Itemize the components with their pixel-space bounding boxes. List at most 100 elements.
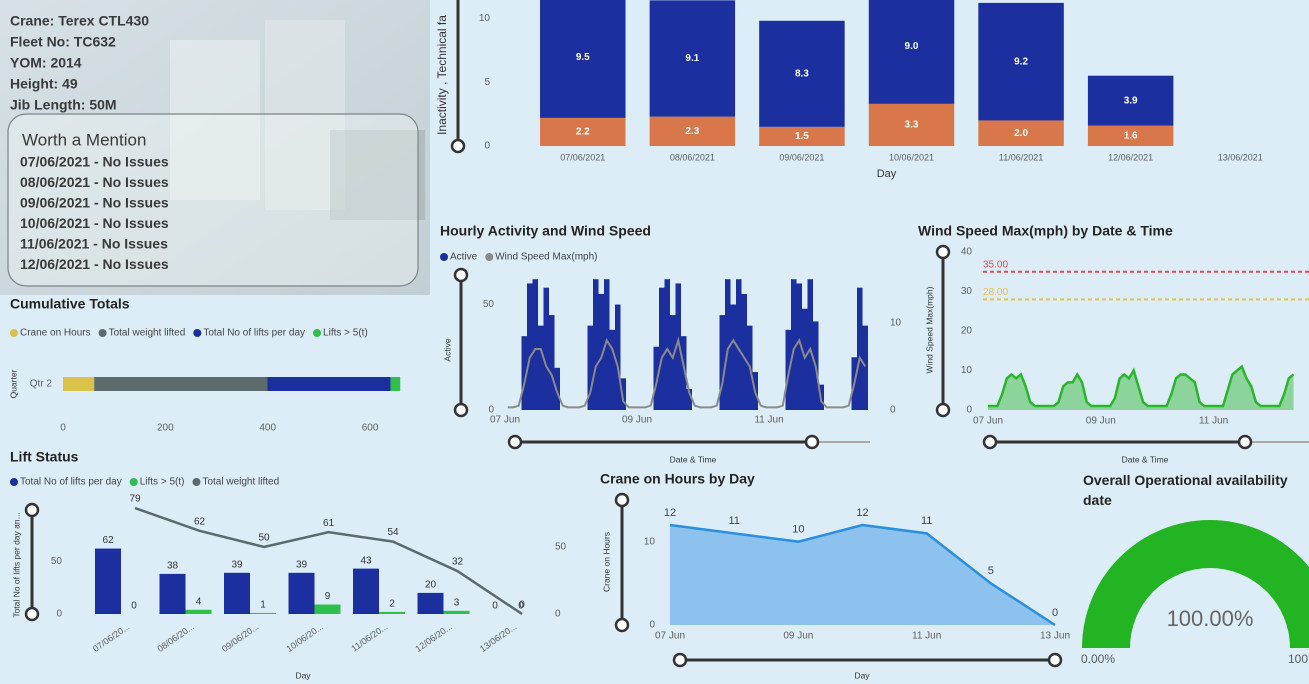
x-axis-label: Date & Time xyxy=(1122,454,1169,464)
legend-marker xyxy=(192,478,201,486)
bar xyxy=(686,388,692,410)
data-label: 2.2 xyxy=(576,127,590,138)
data-label: 3.9 xyxy=(1124,95,1138,106)
bar-segment xyxy=(978,2,1064,121)
data-label: 10 xyxy=(792,524,804,536)
line xyxy=(507,336,867,409)
legend-label: Lifts > 5(t) xyxy=(323,328,368,339)
y-tick-label: 20 xyxy=(961,326,973,337)
data-label: 8.3 xyxy=(795,68,809,79)
line xyxy=(134,506,523,616)
bar xyxy=(791,279,797,410)
bar-segment xyxy=(978,120,1064,146)
bar xyxy=(224,572,250,614)
data-label: 43 xyxy=(360,555,372,566)
gauge-title: Overall Operational availability date xyxy=(1083,472,1288,508)
photo-building xyxy=(330,130,425,220)
x-tick-label: 200 xyxy=(157,423,174,434)
data-label: 61 xyxy=(323,518,335,529)
slider-handle xyxy=(935,402,951,418)
legend-marker xyxy=(485,253,494,261)
y-tick-label: 0 xyxy=(890,405,896,416)
bar xyxy=(532,279,538,410)
x-tick-label: 07 Jun xyxy=(973,416,1003,427)
y-tick-label: 30 xyxy=(961,286,973,297)
slider-handle xyxy=(453,267,469,283)
bar xyxy=(615,304,621,410)
reference-label: 35.00 xyxy=(983,259,1008,270)
legend-label: Wind Speed Max(mph) xyxy=(495,252,597,263)
slider-handle xyxy=(453,402,469,418)
slider-handle xyxy=(507,434,523,450)
data-label: 0 xyxy=(518,601,524,612)
bar xyxy=(604,279,610,410)
x-tick-label: 09 Jun xyxy=(783,631,813,642)
slider-handle xyxy=(935,244,951,260)
slider-handle xyxy=(1047,652,1063,668)
bar xyxy=(670,315,676,410)
bar xyxy=(587,325,593,410)
bar xyxy=(543,287,549,410)
data-label: 2.3 xyxy=(685,126,699,137)
data-label: 9.1 xyxy=(685,53,699,64)
gauge-value-label: 100.00% xyxy=(1167,606,1254,631)
y-tick-label: 10 xyxy=(890,318,902,329)
legend-marker xyxy=(98,329,107,337)
slider-handle xyxy=(614,617,630,633)
x-tick-label: 08/06/20... xyxy=(155,621,196,654)
x-axis-label: Day xyxy=(854,670,870,680)
bar xyxy=(185,609,212,614)
data-label: 0 xyxy=(492,601,498,612)
y-tick-label: 50 xyxy=(51,556,63,567)
gauge-value xyxy=(1082,520,1309,648)
bar xyxy=(730,304,736,410)
data-label: 1.5 xyxy=(795,131,809,142)
gauge-min-label: 0.00% xyxy=(1081,652,1115,666)
data-label: 20 xyxy=(425,580,437,591)
area xyxy=(670,525,1055,625)
y-axis-label: Active xyxy=(442,338,452,361)
bar xyxy=(538,325,544,410)
mention-title: Worth a Mention xyxy=(22,130,146,149)
x-tick-label: 11/06/20... xyxy=(349,621,389,653)
legend-label: Total weight lifted xyxy=(109,328,186,339)
chart-title: Crane on Hours by Day xyxy=(600,471,755,487)
bar-segment xyxy=(868,103,955,146)
y-tick-label: 0 xyxy=(488,405,494,416)
x-tick-label: 12/06/20... xyxy=(413,621,454,654)
y-tick-label: 0 xyxy=(966,405,972,416)
x-tick-label: 0 xyxy=(60,423,66,434)
x-tick-label: 09 Jun xyxy=(1086,416,1116,427)
x-tick-label: 07 Jun xyxy=(490,415,520,426)
bar xyxy=(609,329,615,410)
data-label: 54 xyxy=(387,527,399,538)
x-tick-label: 400 xyxy=(259,423,276,434)
bar xyxy=(521,336,527,410)
x-tick-label: 13 Jun xyxy=(1040,631,1070,642)
gauge-max-label: 100.00% xyxy=(1288,652,1309,666)
bar xyxy=(857,287,863,410)
bar-segment xyxy=(267,377,391,391)
slider-handle xyxy=(804,434,820,450)
data-label: 32 xyxy=(452,557,464,568)
bar xyxy=(549,315,555,410)
data-label: 9.0 xyxy=(905,41,919,52)
data-label: 9.2 xyxy=(1014,56,1028,67)
x-axis-label: Day xyxy=(877,168,897,180)
x-tick-label: 07 Jun xyxy=(655,631,685,642)
bar xyxy=(736,279,742,410)
bar xyxy=(681,336,687,410)
mention-item: 07/06/2021 - No Issues xyxy=(20,154,169,170)
data-label: 0 xyxy=(131,601,137,612)
bar xyxy=(417,592,444,614)
bar xyxy=(593,279,599,410)
slider-handle xyxy=(24,606,40,622)
bar-segment xyxy=(1087,125,1174,146)
bar xyxy=(95,548,121,614)
mention-item: 11/06/2021 - No Issues xyxy=(20,236,168,252)
crane-detail: Crane: Terex CTL430 xyxy=(10,13,149,29)
x-tick-label: 07/06/2021 xyxy=(560,152,605,162)
y-tick-label: 0 xyxy=(56,609,62,620)
mention-box xyxy=(7,113,419,287)
